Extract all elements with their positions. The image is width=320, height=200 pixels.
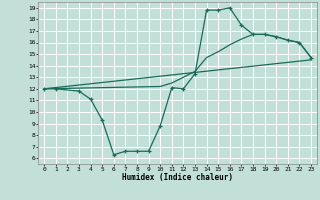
X-axis label: Humidex (Indice chaleur): Humidex (Indice chaleur) [122,173,233,182]
